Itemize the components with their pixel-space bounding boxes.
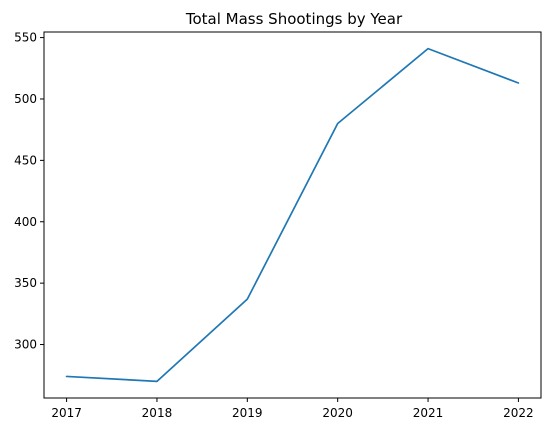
x-tick-label: 2019: [232, 406, 263, 420]
y-tick-label: 450: [14, 153, 37, 167]
x-tick-label: 2020: [322, 406, 353, 420]
series-layer: [65, 47, 520, 383]
x-tick-label: 2017: [51, 406, 82, 420]
y-axis-ticks: 300 350 400 450 500 550: [14, 31, 44, 352]
y-tick-label: 400: [14, 215, 37, 229]
chart-title: Total Mass Shootings by Year: [185, 10, 403, 28]
y-tick-label: 550: [14, 31, 37, 45]
x-axis-ticks: 2017 2018 2019 2020 2021 2022: [51, 398, 534, 420]
series-line: [65, 47, 520, 383]
x-tick-label: 2021: [413, 406, 444, 420]
y-tick-label: 300: [14, 338, 37, 352]
x-tick-label: 2022: [503, 406, 534, 420]
y-tick-label: 350: [14, 276, 37, 290]
x-tick-label: 2018: [142, 406, 173, 420]
plot-frame: [43, 31, 542, 399]
y-tick-label: 500: [14, 92, 37, 106]
